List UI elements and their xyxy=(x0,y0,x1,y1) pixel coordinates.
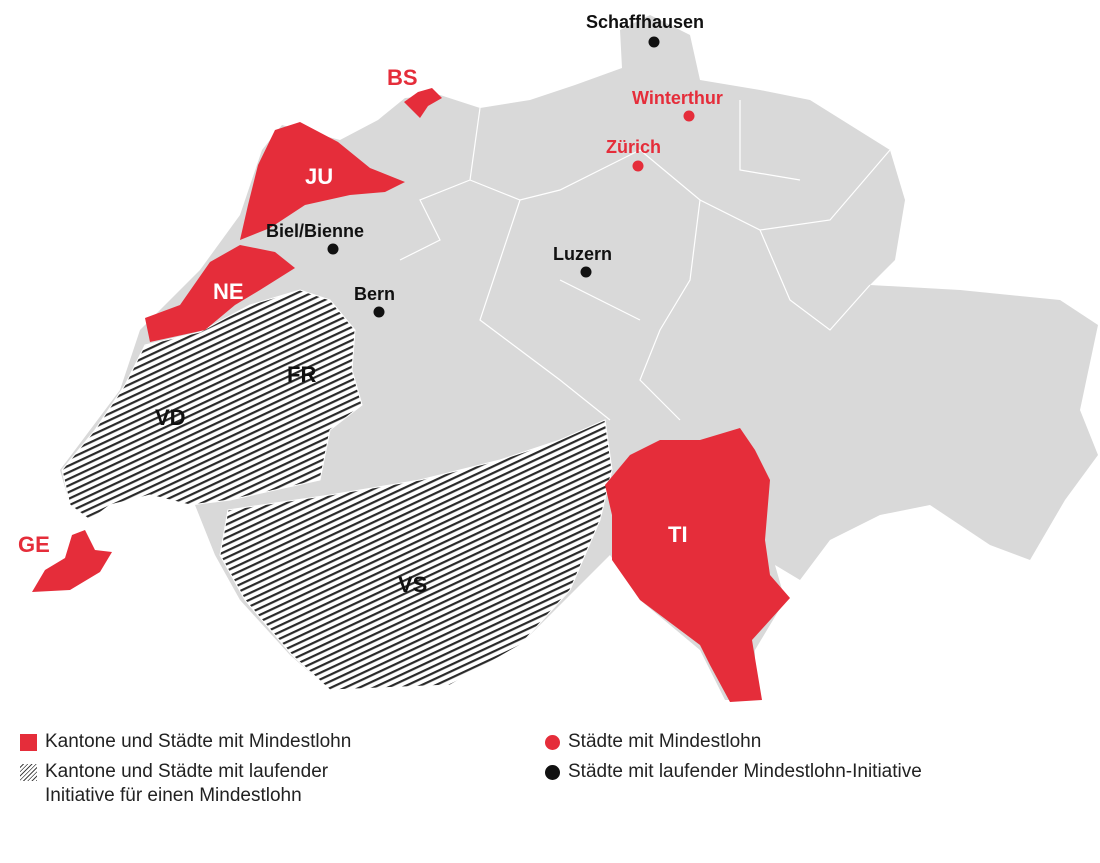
label-bs: BS xyxy=(387,65,418,90)
city-label-luzern: Luzern xyxy=(553,244,612,264)
label-ti: TI xyxy=(668,522,688,547)
city-label-bern: Bern xyxy=(354,284,395,304)
city-dot-biel xyxy=(327,243,339,255)
legend-item-canton-hatched: Kantone und Städte mit laufender Initiat… xyxy=(20,760,328,808)
canton-ge xyxy=(32,530,112,592)
canton-labels: JU NE GE BS TI VD FR VS xyxy=(18,65,688,597)
red-square-icon xyxy=(20,734,37,751)
label-vs: VS xyxy=(398,572,427,597)
switzerland-map: JU NE GE BS TI VD FR VS Winterthur Züric… xyxy=(18,12,1098,702)
city-label-winterthur: Winterthur xyxy=(632,88,723,108)
legend-item-city-red: Städte mit Mindestlohn xyxy=(545,730,761,754)
legend-label: Städte mit Mindestlohn xyxy=(568,731,762,752)
black-dot-icon xyxy=(545,765,560,780)
canton-borders xyxy=(399,100,891,421)
canton-ti xyxy=(605,428,790,702)
red-dot-icon xyxy=(545,735,560,750)
canton-vs xyxy=(219,419,613,691)
city-dot-schaffhausen xyxy=(648,36,660,48)
canton-vd-fr xyxy=(61,289,363,521)
city-dot-winterthur xyxy=(683,110,695,122)
label-ju: JU xyxy=(305,164,333,189)
city-dot-luzern xyxy=(580,266,592,278)
label-ge: GE xyxy=(18,532,50,557)
label-ne: NE xyxy=(213,279,244,304)
legend-label-line2: Initiative für einen Mindestlohn xyxy=(45,785,302,806)
canton-bs xyxy=(404,88,442,118)
city-label-zurich: Zürich xyxy=(606,137,661,157)
legend-label: Städte mit laufender Mindestlohn-Initiat… xyxy=(568,761,922,782)
city-label-biel: Biel/Bienne xyxy=(266,221,364,241)
canton-ju xyxy=(240,122,405,240)
label-fr: FR xyxy=(287,362,316,387)
legend-label: Kantone und Städte mit laufender Initiat… xyxy=(45,760,328,808)
canton-ne xyxy=(145,245,295,342)
legend-item-city-black: Städte mit laufender Mindestlohn-Initiat… xyxy=(545,760,922,784)
legend-label-line1: Kantone und Städte mit laufender xyxy=(45,761,329,782)
label-vd: VD xyxy=(155,405,186,430)
city-dot-bern xyxy=(373,306,385,318)
legend-label: Kantone und Städte mit Mindestlohn xyxy=(45,731,352,752)
city-dot-zurich xyxy=(632,160,644,172)
hatched-square-icon xyxy=(20,764,37,781)
city-label-schaffhausen: Schaffhausen xyxy=(586,12,704,32)
legend-item-canton-red: Kantone und Städte mit Mindestlohn xyxy=(20,730,351,754)
city-markers: Winterthur Zürich Schaffhausen Biel/Bien… xyxy=(266,12,723,318)
